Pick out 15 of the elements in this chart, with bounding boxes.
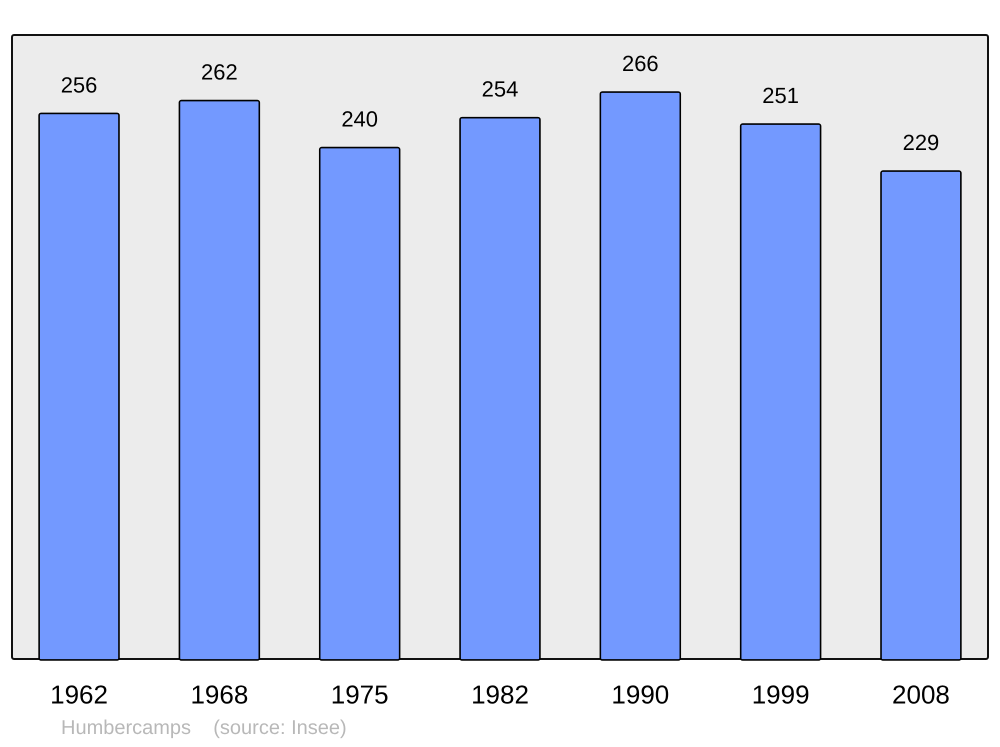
data-label: 240 bbox=[341, 106, 378, 132]
x-tick-label: 1962 bbox=[50, 680, 108, 710]
data-label: 229 bbox=[902, 130, 940, 156]
x-tick-label: 1968 bbox=[190, 680, 248, 710]
data-label: 262 bbox=[201, 60, 238, 85]
data-label: 266 bbox=[622, 51, 659, 76]
data-label: 254 bbox=[482, 76, 518, 102]
x-tick-label: 2008 bbox=[892, 680, 950, 710]
x-tick-label: 1999 bbox=[752, 680, 810, 710]
x-tick-label: 1982 bbox=[471, 680, 529, 710]
x-tick-label: 1990 bbox=[611, 680, 670, 710]
data-label: 251 bbox=[762, 83, 799, 108]
data-label: 256 bbox=[60, 72, 98, 98]
text: Humbercamps (source: Insee) bbox=[61, 717, 347, 740]
x-tick-label: 1975 bbox=[330, 680, 389, 710]
